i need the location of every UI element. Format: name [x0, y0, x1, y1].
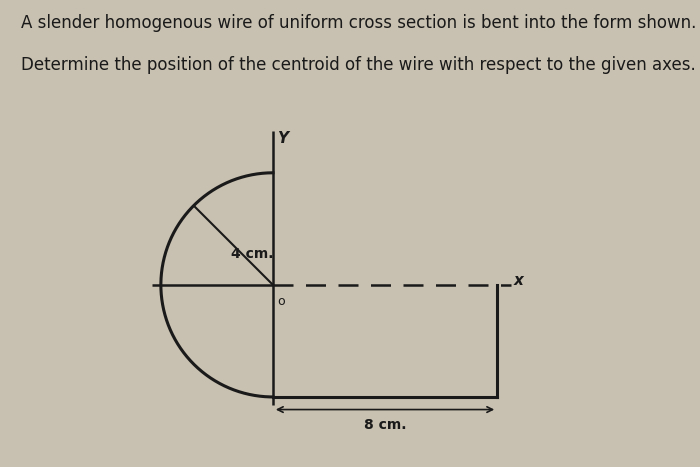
Text: o: o	[277, 295, 285, 308]
Text: Y: Y	[277, 131, 288, 146]
Text: 8 cm.: 8 cm.	[364, 418, 406, 432]
Text: Determine the position of the centroid of the wire with respect to the given axe: Determine the position of the centroid o…	[21, 56, 696, 74]
Text: 4 cm.: 4 cm.	[231, 247, 274, 261]
Text: x: x	[514, 273, 524, 288]
Text: A slender homogenous wire of uniform cross section is bent into the form shown.: A slender homogenous wire of uniform cro…	[21, 14, 696, 32]
